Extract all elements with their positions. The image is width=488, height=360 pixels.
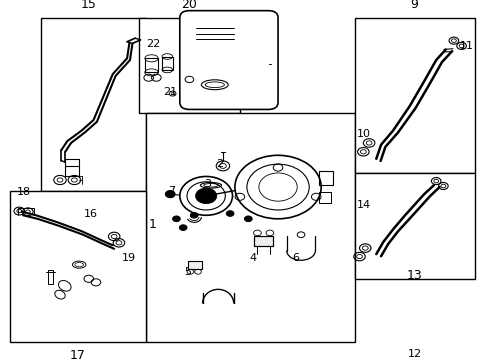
Circle shape [165, 190, 175, 198]
Bar [162, 57, 172, 70]
Text: 8: 8 [270, 59, 277, 68]
Circle shape [172, 216, 180, 222]
Text: 3: 3 [203, 179, 210, 189]
Bar [188, 261, 202, 269]
Text: 19: 19 [122, 253, 136, 262]
Text: 13: 13 [406, 269, 422, 282]
Bar [48, 270, 53, 284]
Bar [254, 237, 273, 246]
Circle shape [179, 225, 186, 230]
Text: 12: 12 [407, 349, 421, 359]
Bar [10, 190, 146, 342]
Text: 20: 20 [181, 0, 197, 11]
Text: 9: 9 [410, 0, 418, 11]
Text: 2: 2 [215, 159, 223, 169]
Text: 17: 17 [70, 349, 85, 360]
Text: 5: 5 [184, 267, 191, 277]
Bar [254, 237, 273, 246]
Bar [139, 18, 239, 113]
Text: 6: 6 [292, 253, 299, 262]
Bar [144, 58, 158, 72]
Text: 10: 10 [356, 129, 370, 139]
Text: 22: 22 [146, 39, 160, 49]
Text: 18: 18 [17, 187, 31, 197]
Text: 16: 16 [84, 208, 98, 219]
Text: 7: 7 [167, 186, 175, 195]
Text: 4: 4 [249, 253, 256, 262]
Circle shape [226, 211, 233, 216]
Circle shape [244, 216, 252, 222]
Text: 11: 11 [459, 41, 472, 51]
Bar [354, 173, 473, 279]
Text: 21: 21 [163, 87, 177, 97]
Bar [354, 18, 473, 173]
Text: 15: 15 [81, 0, 97, 11]
Bar [146, 113, 354, 342]
Bar [318, 171, 332, 185]
FancyBboxPatch shape [180, 11, 278, 109]
Text: 1: 1 [148, 217, 156, 231]
Circle shape [195, 188, 216, 204]
Text: 14: 14 [356, 200, 370, 210]
Circle shape [190, 212, 198, 218]
Bar [41, 18, 146, 190]
Bar [318, 192, 330, 203]
